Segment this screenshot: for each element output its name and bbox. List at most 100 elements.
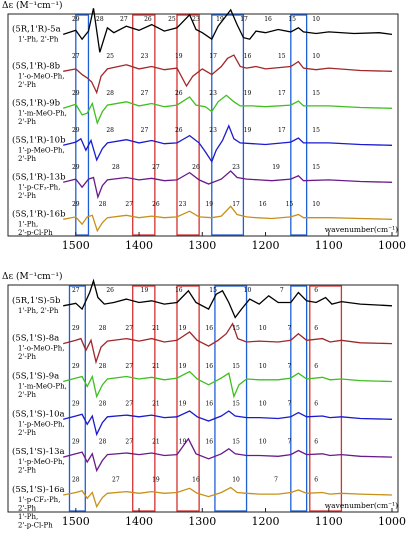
band-label-top-4-1: 28 xyxy=(112,164,120,171)
band-label-top-5-4: 23 xyxy=(179,201,187,208)
band-label-bottom-2-7: 10 xyxy=(259,363,267,370)
band-box-bottom-4 xyxy=(290,285,308,512)
band-label-bottom-4-2: 27 xyxy=(125,439,133,446)
band-label-top-3-7: 15 xyxy=(312,127,320,134)
series-sub-bottom-3-1: 2'-Ph xyxy=(18,429,36,437)
band-label-bottom-5-2: 19 xyxy=(152,476,160,483)
series-sub-bottom-0-0: 1'-Ph, 2'-Ph xyxy=(18,307,59,315)
band-label-bottom-2-0: 29 xyxy=(72,363,80,370)
band-box-bottom-3 xyxy=(214,285,248,512)
band-label-top-0-10: 10 xyxy=(312,16,320,23)
band-label-bottom-0-2: 19 xyxy=(141,287,149,294)
band-label-top-0-7: 17 xyxy=(240,16,248,23)
band-label-top-4-3: 26 xyxy=(192,164,200,171)
band-label-top-4-5: 19 xyxy=(272,164,280,171)
series-line-top-5 xyxy=(63,205,393,233)
band-box-top-4 xyxy=(290,14,308,236)
band-label-top-5-6: 17 xyxy=(232,201,240,208)
band-label-top-4-0: 29 xyxy=(72,164,80,171)
band-label-top-0-5: 23 xyxy=(192,16,200,23)
band-label-top-1-4: 17 xyxy=(209,53,217,60)
band-label-bottom-5-0: 28 xyxy=(72,476,80,483)
band-label-top-3-4: 23 xyxy=(209,127,217,134)
series-sub-top-2-1: 2'-Ph xyxy=(18,118,36,126)
y-axis-label-bottom: Δε (M⁻¹cm⁻¹) xyxy=(2,271,63,282)
band-box-top-0 xyxy=(75,14,90,236)
band-label-bottom-0-7: 6 xyxy=(314,287,318,294)
series-sub-top-5-1: 2'-p-Cl-Ph xyxy=(18,229,53,237)
band-label-top-3-0: 29 xyxy=(72,127,80,134)
band-label-top-5-1: 28 xyxy=(99,201,107,208)
band-label-bottom-2-4: 19 xyxy=(179,363,187,370)
x-tick-label-top-1400: 1400 xyxy=(125,239,153,252)
x-tick-label-top-1000: 1000 xyxy=(378,239,406,252)
band-label-bottom-0-4: 15 xyxy=(209,287,217,294)
series-name-bottom-1: (5S,1'S)-8a xyxy=(12,333,59,344)
band-label-top-0-4: 25 xyxy=(168,16,176,23)
series-name-top-1: (5S,1'R)-8b xyxy=(12,60,61,71)
series-line-bottom-1 xyxy=(63,322,393,365)
band-label-bottom-4-9: 6 xyxy=(314,439,318,446)
series-line-bottom-4 xyxy=(63,437,393,473)
x-tick-label-bottom-1500: 1500 xyxy=(62,515,90,528)
series-sub-top-3-1: 2'-Ph xyxy=(18,155,36,163)
band-label-bottom-0-0: 27 xyxy=(72,287,80,294)
band-label-bottom-4-8: 7 xyxy=(287,439,291,446)
series-sub-bottom-2-0: 1'-m-MeO-Ph, xyxy=(18,382,67,390)
band-label-bottom-4-1: 28 xyxy=(99,439,107,446)
band-label-top-0-1: 28 xyxy=(96,16,104,23)
band-label-top-3-2: 27 xyxy=(141,127,149,134)
band-label-bottom-3-0: 29 xyxy=(72,401,80,408)
band-label-bottom-3-9: 6 xyxy=(314,401,318,408)
band-label-bottom-5-5: 7 xyxy=(274,476,278,483)
series-name-top-4: (5S,1'R)-13b xyxy=(12,171,66,182)
band-label-bottom-4-7: 10 xyxy=(259,439,267,446)
y-axis-label-top: Δε (M⁻¹cm⁻¹) xyxy=(2,0,63,11)
x-tick-label-top-1300: 1300 xyxy=(188,239,216,252)
band-label-top-1-5: 16 xyxy=(244,53,252,60)
band-label-top-5-7: 16 xyxy=(259,201,267,208)
series-sub-bottom-5-1: 2'-Ph xyxy=(18,504,36,512)
band-label-bottom-4-3: 21 xyxy=(152,439,160,446)
band-label-bottom-1-6: 15 xyxy=(232,325,240,332)
series-sub-top-1-0: 1'-o-MeO-Ph, xyxy=(18,72,64,80)
band-label-bottom-2-9: 6 xyxy=(314,363,318,370)
band-label-bottom-3-6: 15 xyxy=(232,401,240,408)
series-name-top-3: (5S,1'R)-10b xyxy=(12,134,66,145)
band-label-bottom-2-2: 27 xyxy=(125,363,133,370)
band-label-top-0-8: 16 xyxy=(264,16,272,23)
band-label-top-5-2: 27 xyxy=(125,201,133,208)
band-label-bottom-1-9: 6 xyxy=(314,325,318,332)
band-box-bottom-1 xyxy=(132,285,156,512)
series-sub-bottom-4-0: 1'-p-MeO-Ph, xyxy=(18,458,65,466)
band-label-top-5-3: 26 xyxy=(152,201,160,208)
band-label-bottom-2-5: 16 xyxy=(205,363,213,370)
band-label-top-4-4: 23 xyxy=(232,164,240,171)
band-label-bottom-3-1: 28 xyxy=(99,401,107,408)
band-label-top-4-2: 27 xyxy=(152,164,160,171)
series-sub-top-4-1: 2'-Ph xyxy=(18,192,36,200)
series-sub-bottom-5-3: 2'-p-Cl-Ph xyxy=(18,521,53,529)
band-label-bottom-1-1: 28 xyxy=(99,325,107,332)
series-name-bottom-0: (5R,1'S)-5b xyxy=(12,295,61,306)
band-label-top-2-6: 17 xyxy=(278,90,286,97)
band-label-bottom-3-8: 7 xyxy=(287,401,291,408)
band-label-bottom-3-2: 27 xyxy=(125,401,133,408)
series-sub-top-5-0: 1'-Ph, xyxy=(18,220,38,228)
band-label-bottom-3-4: 19 xyxy=(179,401,187,408)
series-sub-bottom-5-2: 1'-Ph, xyxy=(18,513,38,521)
x-tick-label-top-1200: 1200 xyxy=(252,239,280,252)
series-name-top-0: (5R,1'R)-5a xyxy=(12,23,61,34)
band-label-bottom-0-3: 16 xyxy=(175,287,183,294)
band-label-bottom-0-6: 7 xyxy=(280,287,284,294)
band-label-bottom-2-8: 7 xyxy=(287,363,291,370)
band-label-top-0-0: 29 xyxy=(72,16,80,23)
series-name-bottom-2: (5S,1'S)-9a xyxy=(12,370,59,381)
band-label-top-3-5: 19 xyxy=(244,127,252,134)
band-label-bottom-5-3: 16 xyxy=(192,476,200,483)
band-label-top-1-2: 23 xyxy=(141,53,149,60)
series-sub-top-0-0: 1'-Ph, 2'-Ph xyxy=(18,35,59,43)
band-box-top-2 xyxy=(176,14,200,236)
band-label-top-3-3: 26 xyxy=(175,127,183,134)
